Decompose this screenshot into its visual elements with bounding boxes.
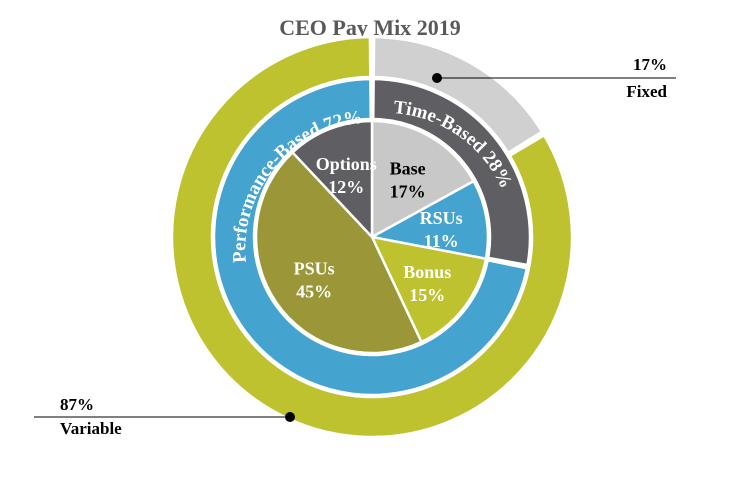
callout-variable-value: 87% bbox=[60, 395, 94, 414]
callout-variable-name: Variable bbox=[60, 419, 122, 438]
inner-slice-name: PSUs bbox=[294, 258, 335, 278]
outer-ring-slice-variable bbox=[170, 35, 574, 439]
middle-ring-slice-time-based bbox=[371, 77, 532, 267]
inner-slice-value: 12% bbox=[328, 177, 364, 197]
inner-slice-label-base: Base 17% bbox=[390, 159, 426, 202]
middle-ring-slice-performance-based bbox=[212, 77, 529, 397]
inner-slice-psus bbox=[254, 151, 423, 355]
inner-slice-value: 45% bbox=[296, 281, 332, 301]
inner-slice-value: 17% bbox=[390, 182, 426, 202]
inner-slice-name: RSUs bbox=[420, 208, 463, 228]
inner-slice-label-options: Options 12% bbox=[316, 154, 377, 197]
inner-slice-labels: Base 17% RSUs 11% Bonus 15% PSUs 45% Options 12% bbox=[294, 154, 463, 305]
inner-slice-value: 11% bbox=[424, 231, 459, 251]
inner-slice-options bbox=[291, 119, 374, 239]
callout-fixed-name: Fixed bbox=[626, 82, 667, 101]
inner-slice-name: Options bbox=[316, 154, 377, 174]
callout-fixed: 17% Fixed bbox=[432, 55, 676, 101]
callout-fixed-value: 17% bbox=[633, 55, 667, 74]
outer-ring-slice-fixed bbox=[372, 35, 544, 155]
inner-slice-value: 15% bbox=[409, 285, 445, 305]
inner-slice-bonus bbox=[370, 235, 488, 344]
inner-slice-label-psus: PSUs 45% bbox=[294, 258, 335, 301]
inner-ring bbox=[254, 119, 490, 355]
inner-slice-name: Bonus bbox=[403, 262, 451, 282]
outer-ring bbox=[170, 35, 574, 439]
middle-ring bbox=[212, 77, 532, 397]
inner-slice-base bbox=[370, 119, 475, 239]
inner-slice-name: Base bbox=[390, 159, 426, 179]
inner-slice-rsus bbox=[370, 179, 490, 260]
callout-variable: 87% Variable bbox=[34, 395, 295, 438]
inner-slice-label-bonus: Bonus 15% bbox=[403, 262, 451, 305]
inner-slice-label-rsus: RSUs 11% bbox=[420, 208, 463, 251]
